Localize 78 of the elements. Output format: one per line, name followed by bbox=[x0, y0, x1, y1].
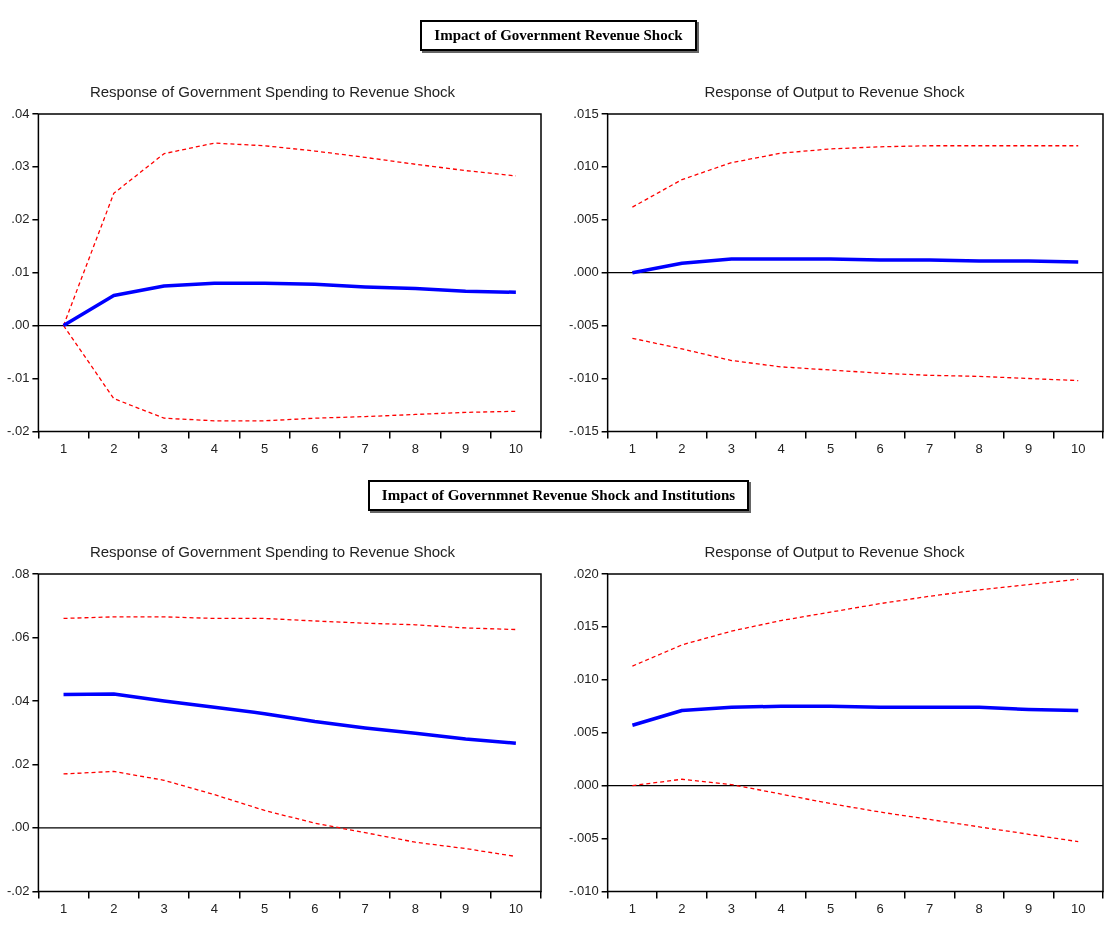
y-tick-label: .015 bbox=[573, 105, 599, 121]
x-tick-label: 10 bbox=[508, 440, 524, 456]
y-tick-label: .04 bbox=[11, 105, 30, 121]
x-tick-label: 10 bbox=[1071, 900, 1086, 916]
y-tick-label: -.015 bbox=[568, 422, 599, 438]
x-tick-label: 2 bbox=[110, 440, 118, 456]
y-tick-label: -.02 bbox=[6, 882, 30, 898]
text: Impact of Governmnet Revenue Shock and Institutions bbox=[367, 479, 750, 511]
x-tick-label: 1 bbox=[59, 440, 68, 456]
y-tick-label: .00 bbox=[11, 317, 30, 333]
y-tick-label: .005 bbox=[573, 724, 599, 740]
y-tick-label: -.01 bbox=[6, 370, 30, 386]
chart-title: Response of Government Spending to Revenue Shock bbox=[89, 543, 456, 561]
x-tick-label: 6 bbox=[311, 900, 319, 916]
y-tick-label: -.005 bbox=[568, 830, 599, 846]
y-tick-label: .01 bbox=[11, 264, 30, 280]
x-tick-label: 5 bbox=[826, 440, 835, 456]
chart-title: Response of Output to Revenue Shock bbox=[704, 83, 966, 101]
x-tick-label: 9 bbox=[1025, 440, 1033, 456]
x-tick-label: 10 bbox=[1071, 440, 1086, 456]
x-tick-label: 3 bbox=[727, 900, 736, 916]
x-tick-label: 8 bbox=[411, 900, 419, 916]
x-tick-label: 8 bbox=[411, 440, 419, 456]
y-tick-label: -.010 bbox=[568, 370, 599, 386]
x-tick-label: 4 bbox=[210, 900, 218, 916]
y-tick-label: .000 bbox=[573, 777, 599, 793]
x-tick-label: 3 bbox=[160, 900, 168, 916]
y-tick-label: .000 bbox=[573, 264, 599, 280]
x-tick-label: 1 bbox=[59, 900, 68, 916]
x-tick-label: 10 bbox=[508, 900, 524, 916]
x-tick-label: 1 bbox=[628, 440, 637, 456]
x-tick-label: 9 bbox=[461, 440, 470, 456]
y-tick-label: .03 bbox=[11, 158, 30, 174]
x-tick-label: 6 bbox=[876, 440, 884, 456]
line-series bbox=[631, 578, 1079, 667]
x-tick-label: 4 bbox=[777, 900, 785, 916]
x-tick-label: 5 bbox=[260, 440, 269, 456]
x-tick-label: 7 bbox=[361, 440, 369, 456]
x-tick-label: 2 bbox=[678, 440, 686, 456]
x-tick-label: 6 bbox=[311, 440, 319, 456]
y-tick-label: .00 bbox=[11, 819, 30, 835]
y-tick-label: .02 bbox=[11, 211, 30, 227]
line-series bbox=[631, 778, 1079, 843]
x-tick-label: 3 bbox=[160, 440, 168, 456]
x-tick-label: 1 bbox=[628, 900, 637, 916]
y-tick-label: .010 bbox=[573, 671, 599, 687]
y-tick-label: -.02 bbox=[6, 422, 30, 438]
y-tick-label: .010 bbox=[573, 158, 599, 174]
x-tick-label: 9 bbox=[461, 900, 470, 916]
chart-title: Response of Output to Revenue Shock bbox=[704, 543, 966, 561]
y-tick-label: .04 bbox=[11, 692, 30, 708]
text: Impact of Government Revenue Shock bbox=[420, 19, 697, 51]
x-tick-label: 3 bbox=[727, 440, 736, 456]
y-tick-label: .005 bbox=[573, 211, 599, 227]
y-tick-label: .06 bbox=[11, 629, 30, 645]
y-tick-label: .020 bbox=[573, 565, 599, 581]
x-tick-label: 5 bbox=[826, 900, 835, 916]
x-tick-label: 2 bbox=[678, 900, 686, 916]
x-tick-label: 7 bbox=[926, 440, 934, 456]
x-tick-label: 4 bbox=[210, 440, 218, 456]
x-tick-label: 8 bbox=[975, 440, 983, 456]
y-tick-label: .08 bbox=[11, 565, 30, 581]
line-series bbox=[631, 145, 1079, 208]
line-series bbox=[62, 616, 517, 631]
line-series bbox=[631, 337, 1079, 382]
x-tick-label: 6 bbox=[876, 900, 884, 916]
x-tick-label: 8 bbox=[975, 900, 983, 916]
chart-title: Response of Government Spending to Revenue Shock bbox=[89, 83, 456, 101]
x-tick-label: 7 bbox=[361, 900, 369, 916]
x-tick-label: 9 bbox=[1025, 900, 1033, 916]
x-tick-label: 4 bbox=[777, 440, 785, 456]
x-tick-label: 2 bbox=[110, 900, 118, 916]
x-tick-label: 5 bbox=[260, 900, 269, 916]
y-tick-label: -.005 bbox=[568, 317, 599, 333]
y-tick-label: .015 bbox=[573, 618, 599, 634]
y-tick-label: -.010 bbox=[568, 882, 599, 898]
x-tick-label: 7 bbox=[926, 900, 934, 916]
y-tick-label: .02 bbox=[11, 756, 30, 772]
